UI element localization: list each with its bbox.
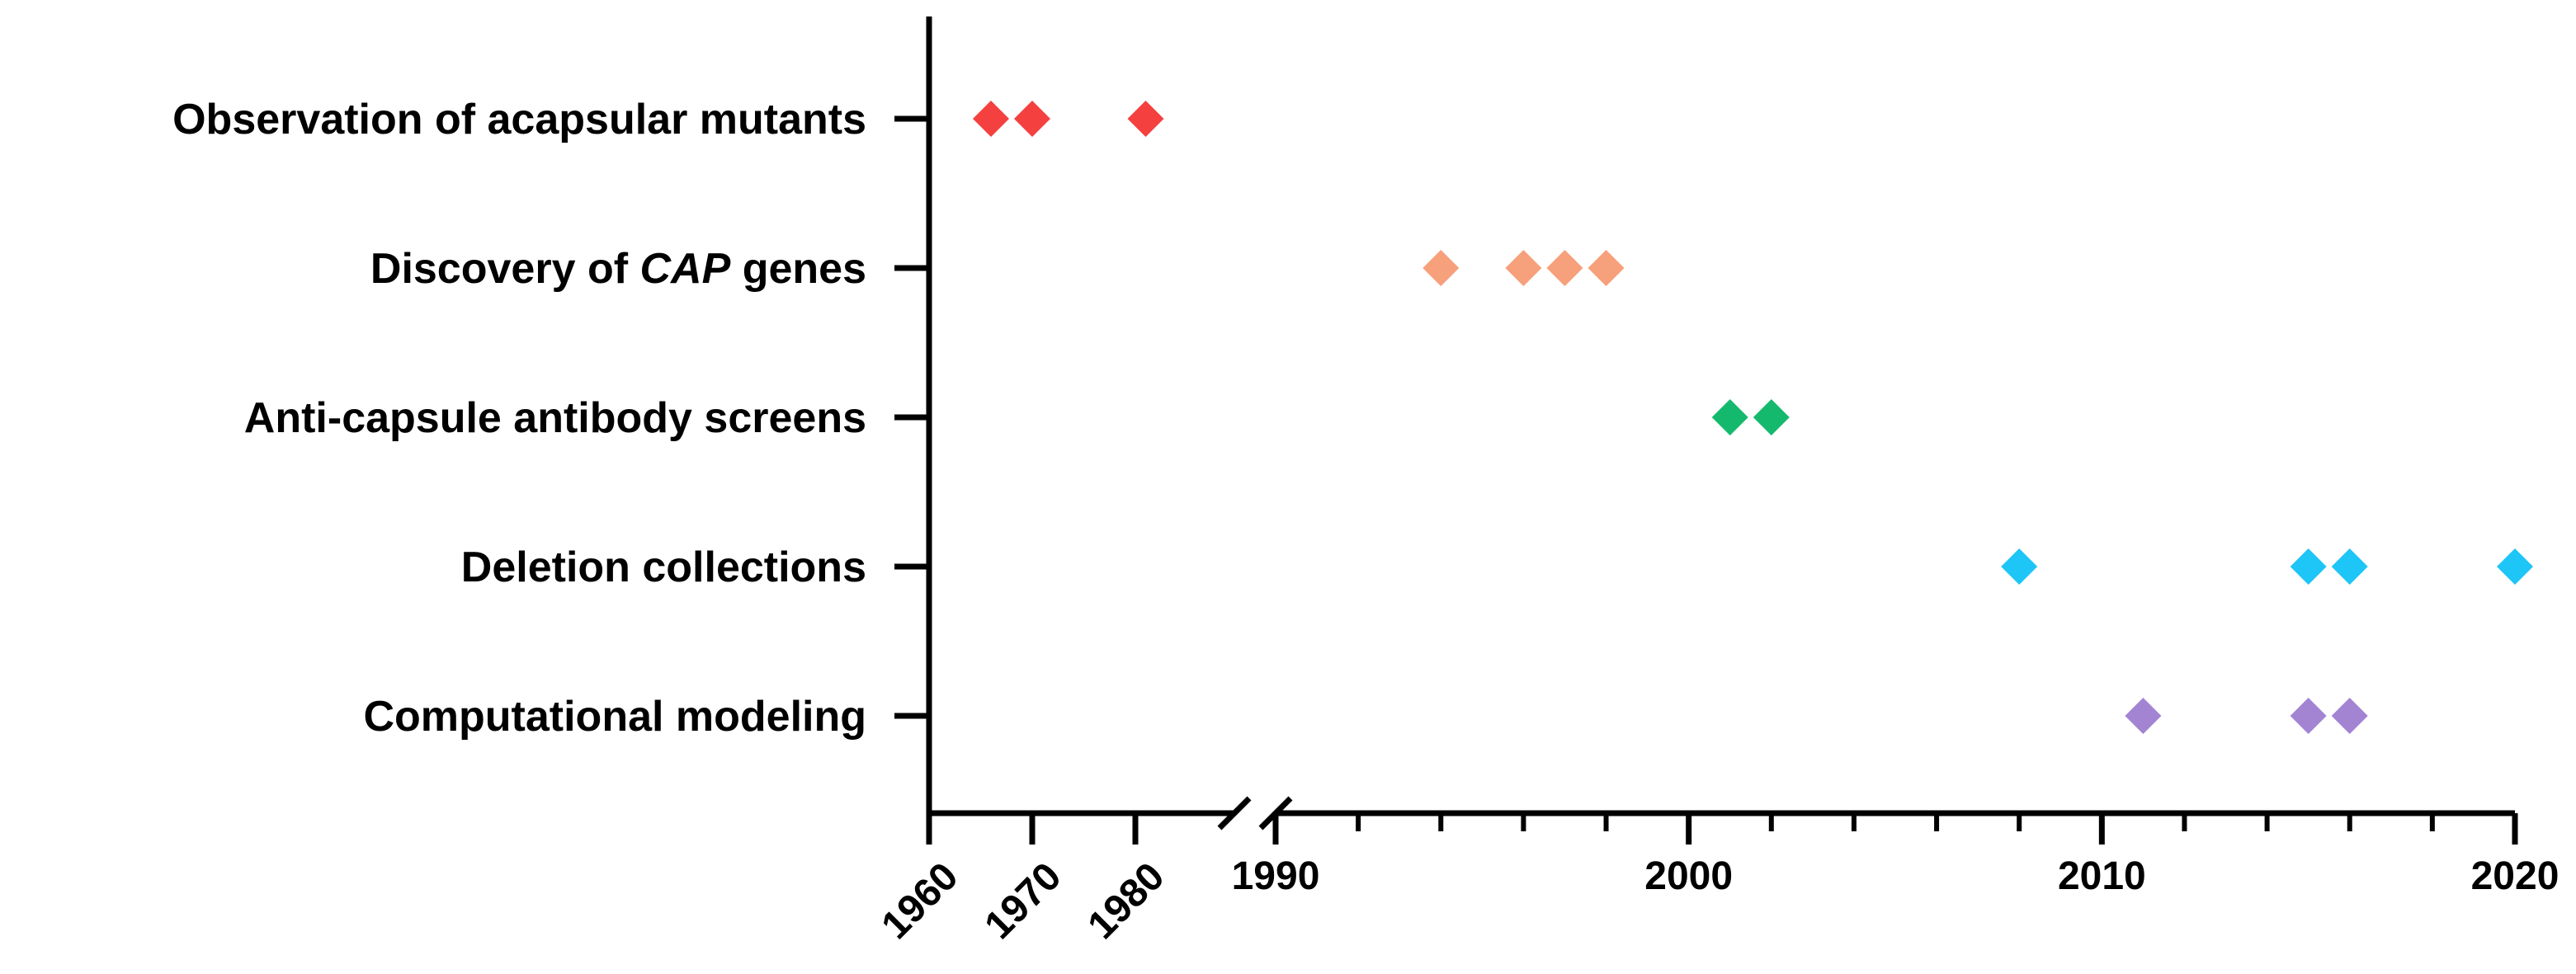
data-point — [1588, 250, 1625, 286]
data-points — [973, 101, 2533, 734]
data-point — [2497, 548, 2533, 585]
data-point — [1127, 101, 1164, 137]
data-point — [1422, 250, 1460, 286]
data-point — [2331, 698, 2368, 734]
y-axis: Observation of acapsular mutants Discover… — [172, 16, 932, 816]
data-point — [2290, 548, 2327, 585]
category-label: Observation of acapsular mutants — [172, 96, 866, 144]
category-label-part: Observation of acapsular mutants — [172, 96, 866, 144]
axis-break-mark — [1258, 796, 1293, 830]
category-label-part: Deletion collections — [461, 543, 866, 591]
data-point — [1505, 250, 1542, 286]
category-label-part: Discovery of — [370, 245, 640, 293]
data-point — [973, 101, 1009, 137]
data-point — [1546, 250, 1583, 286]
category-label-part: CAP — [639, 245, 730, 293]
category-label: Computational modeling — [363, 693, 866, 741]
data-point — [1753, 399, 1790, 435]
x-tick-label: 2020 — [2471, 854, 2559, 898]
data-point — [1014, 101, 1050, 137]
category-label-part: Anti-capsule antibody screens — [244, 394, 866, 442]
category-label: Anti-capsule antibody screens — [244, 394, 866, 442]
category-label-part: genes — [730, 245, 866, 293]
x-tick-label: 1980 — [1080, 854, 1173, 948]
x-tick-label: 1960 — [874, 854, 967, 948]
data-point — [2125, 698, 2162, 734]
data-point — [1711, 399, 1748, 435]
axis-break-mark — [1217, 796, 1252, 830]
x-tick-label: 1970 — [977, 854, 1070, 948]
data-point — [2290, 698, 2327, 734]
x-tick-label: 2010 — [2058, 854, 2146, 898]
data-point — [2331, 548, 2368, 585]
category-label-part: Computational modeling — [363, 693, 866, 741]
x-tick-label: 1990 — [1232, 854, 1320, 898]
category-label: Discovery of CAP genes — [370, 245, 866, 293]
data-point — [2001, 548, 2038, 585]
x-axis: 1960 1970 1980 1990 2000 2010 2020 — [874, 796, 2559, 948]
x-tick-label: 2000 — [1644, 854, 1733, 898]
category-label: Deletion collections — [461, 543, 866, 591]
